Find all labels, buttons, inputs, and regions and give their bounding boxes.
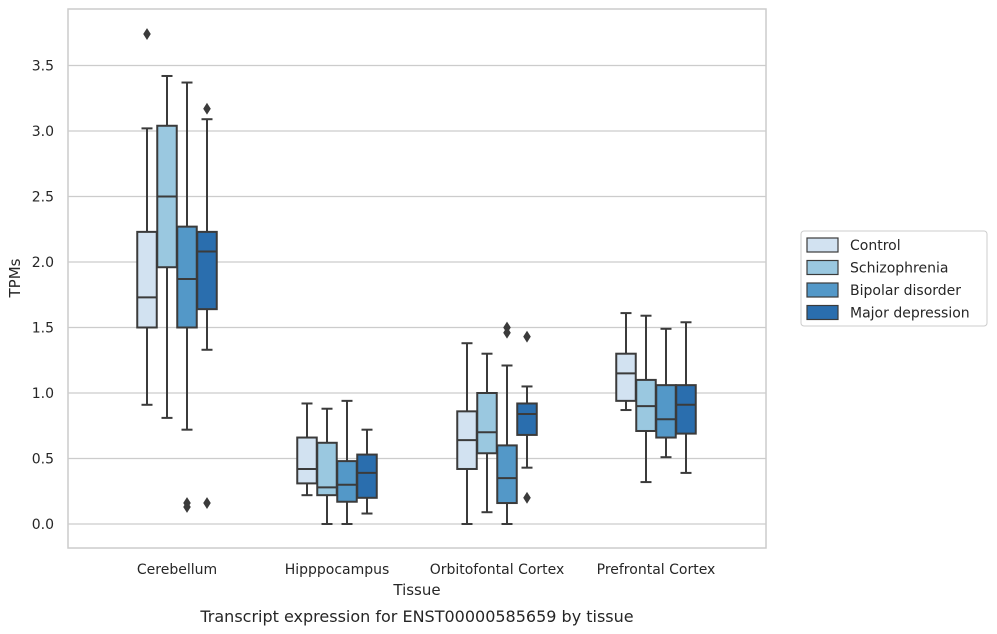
box-control bbox=[296, 402, 318, 497]
legend-swatch bbox=[806, 237, 839, 253]
box-body bbox=[516, 402, 538, 436]
box-body bbox=[296, 436, 318, 485]
legend-swatch bbox=[806, 304, 839, 321]
y-tick-label: 2.0 bbox=[32, 255, 54, 271]
box-body bbox=[196, 230, 218, 311]
legend-items: Control Schizophrenia Bipolar disorder Majo… bbox=[806, 237, 970, 322]
box-schizophrenia bbox=[476, 352, 498, 514]
box-body bbox=[336, 460, 358, 503]
outlier-marker bbox=[203, 497, 211, 509]
legend-swatch bbox=[806, 282, 839, 298]
box-body bbox=[655, 384, 677, 439]
y-tick-labels: 0.0 0.5 1.0 1.5 2.0 2.5 3.0 3.5 bbox=[32, 59, 54, 534]
outlier-marker bbox=[503, 326, 511, 339]
outlier-marker bbox=[203, 102, 211, 115]
x-axis-title: Tissue bbox=[392, 581, 440, 599]
outlier-marker bbox=[183, 501, 191, 513]
y-tick-label: 1.0 bbox=[32, 386, 54, 402]
box-control bbox=[456, 342, 478, 525]
box-schizophrenia bbox=[156, 74, 178, 419]
box-major-depression bbox=[356, 428, 378, 515]
x-tick-label: Prefrontal Cortex bbox=[597, 562, 716, 578]
box-body bbox=[476, 392, 498, 455]
y-tick-label: 0.5 bbox=[32, 452, 54, 468]
box-control bbox=[136, 28, 158, 406]
box-body bbox=[496, 444, 518, 505]
box-schizophrenia bbox=[635, 314, 657, 484]
chart-caption: Transcript expression for ENST0000058565… bbox=[199, 607, 633, 626]
legend-label: Major depression bbox=[850, 306, 970, 322]
outlier-marker bbox=[143, 28, 151, 40]
legend-swatch bbox=[806, 259, 839, 276]
box-body bbox=[356, 453, 378, 499]
y-tick-label: 3.5 bbox=[32, 59, 54, 75]
x-tick-label: Orbitofontal Cortex bbox=[430, 562, 565, 578]
y-tick-label: 2.5 bbox=[32, 190, 54, 206]
box-bipolar-disorder bbox=[655, 327, 677, 459]
legend: Control Schizophrenia Bipolar disorder Majo… bbox=[800, 230, 988, 327]
box-major-depression bbox=[675, 321, 697, 474]
legend-frame bbox=[800, 230, 988, 327]
y-tick-label: 1.5 bbox=[32, 321, 54, 337]
outlier-marker bbox=[523, 330, 531, 343]
legend-label: Schizophrenia bbox=[850, 261, 948, 277]
box-major-depression bbox=[516, 330, 538, 504]
x-tick-label: Hipppocampus bbox=[285, 562, 390, 578]
y-axis-title: TPMs bbox=[6, 258, 24, 298]
box-body bbox=[176, 225, 198, 329]
legend-label: Control bbox=[850, 238, 901, 254]
x-tick-labels: Cerebellum Hipppocampus Orbitofontal Corte… bbox=[137, 562, 715, 578]
box-body bbox=[675, 384, 697, 435]
box-control bbox=[615, 312, 637, 412]
box-bipolar-disorder bbox=[176, 81, 198, 513]
y-tick-label: 3.0 bbox=[32, 124, 54, 140]
legend-label: Bipolar disorder bbox=[850, 283, 961, 299]
boxes-layer bbox=[136, 28, 697, 525]
outlier-marker bbox=[523, 491, 531, 504]
box-schizophrenia bbox=[316, 407, 338, 525]
x-tick-label: Cerebellum bbox=[137, 562, 217, 578]
y-tick-label: 0.0 bbox=[32, 517, 54, 533]
box-bipolar-disorder bbox=[336, 399, 358, 525]
box-body bbox=[615, 352, 637, 402]
box-major-depression bbox=[196, 102, 218, 509]
box-body bbox=[136, 230, 158, 329]
plot-frame bbox=[67, 8, 767, 549]
box-bipolar-disorder bbox=[496, 321, 518, 525]
